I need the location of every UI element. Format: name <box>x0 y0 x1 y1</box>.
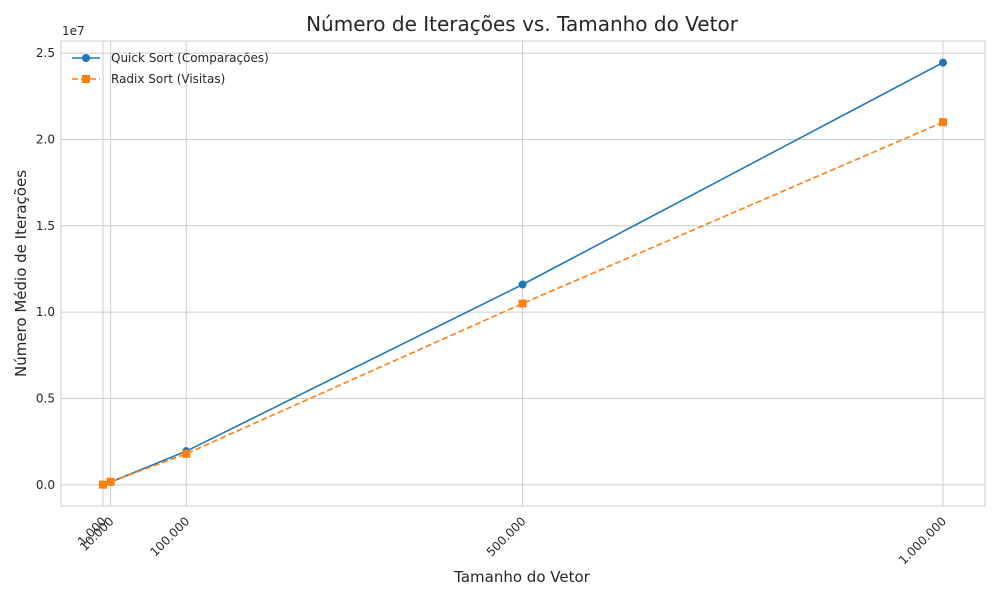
y-tick-label: 2.5 <box>36 46 55 60</box>
plot-frame <box>60 40 986 507</box>
y-tick-label: 2.0 <box>36 132 55 146</box>
y-axis-label: Número Médio de Iterações <box>12 170 30 377</box>
y-tick-label: 1.0 <box>36 305 55 319</box>
y-multiplier-label: 1e7 <box>62 24 85 38</box>
data-point <box>939 118 947 127</box>
legend: Quick Sort (Comparações) Radix Sort (Visi… <box>72 51 269 86</box>
y-tick-label: 1.5 <box>36 219 55 233</box>
legend-marker-1 <box>82 75 90 83</box>
data-point <box>518 299 527 308</box>
legend-marker-0 <box>82 54 90 62</box>
x-tick-label: 100.000 <box>147 514 192 559</box>
chart-title: Número de Iterações vs. Tamanho do Vetor <box>306 12 739 36</box>
legend-label-1: Radix Sort (Visitas) <box>111 72 225 86</box>
x-tick-label: 500.000 <box>484 514 529 559</box>
y-tick-label: 0.5 <box>36 391 55 405</box>
data-point <box>939 58 947 67</box>
y-tick-label: 0.0 <box>36 478 55 492</box>
legend-label-0: Quick Sort (Comparações) <box>111 51 269 65</box>
data-point <box>99 480 107 489</box>
data-point <box>518 280 527 289</box>
data-point <box>182 449 191 458</box>
data-point <box>106 477 115 486</box>
series-layer <box>99 58 947 489</box>
x-axis-label: Tamanho do Vetor <box>453 568 590 586</box>
grid <box>61 41 985 506</box>
x-tick-label: 1.000.000 <box>896 514 949 567</box>
